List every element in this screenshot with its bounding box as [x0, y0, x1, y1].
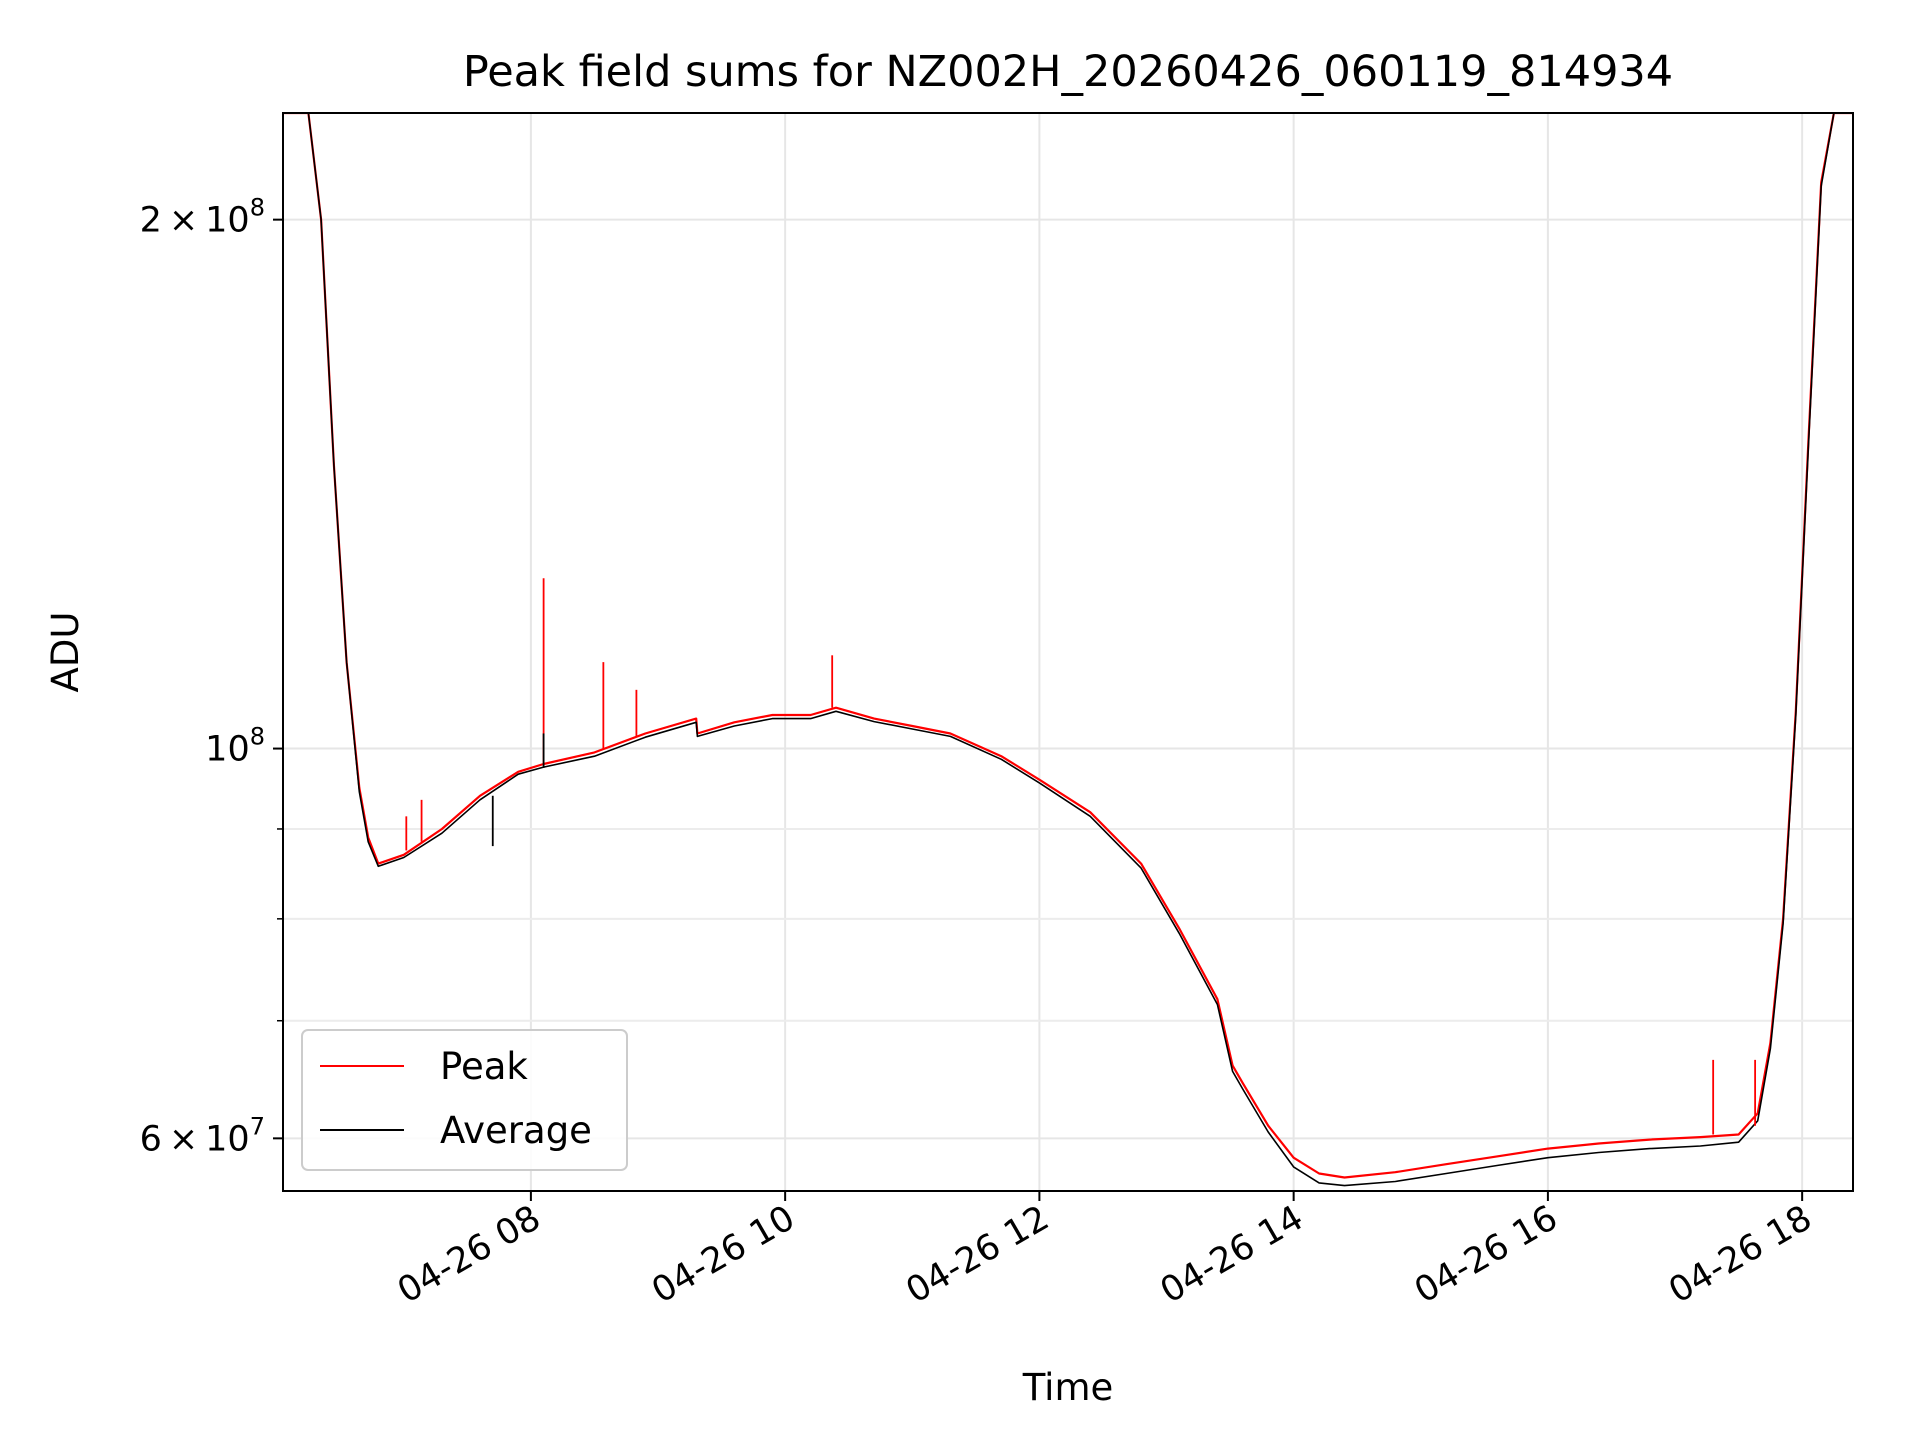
series-layer	[283, 113, 1853, 1187]
y-tick-label: 6 × 107	[140, 1112, 265, 1159]
series-group	[283, 113, 1853, 1187]
legend-peak-label: Peak	[440, 1045, 528, 1088]
legend: Peak Average	[301, 1029, 628, 1171]
plot-frame	[282, 112, 1854, 1192]
y-tick-label: 2 × 108	[140, 194, 265, 241]
chart-title: Peak field sums for NZ002H_20260426_0601…	[463, 47, 1673, 97]
x-axis-label: Time	[1022, 1366, 1114, 1409]
y-tick-label: 108	[205, 723, 265, 770]
series-line-peak	[283, 113, 1853, 1179]
legend-average-label: Average	[440, 1109, 592, 1152]
y-axis-label: ADU	[44, 612, 87, 693]
series-line-average	[283, 113, 1853, 1187]
